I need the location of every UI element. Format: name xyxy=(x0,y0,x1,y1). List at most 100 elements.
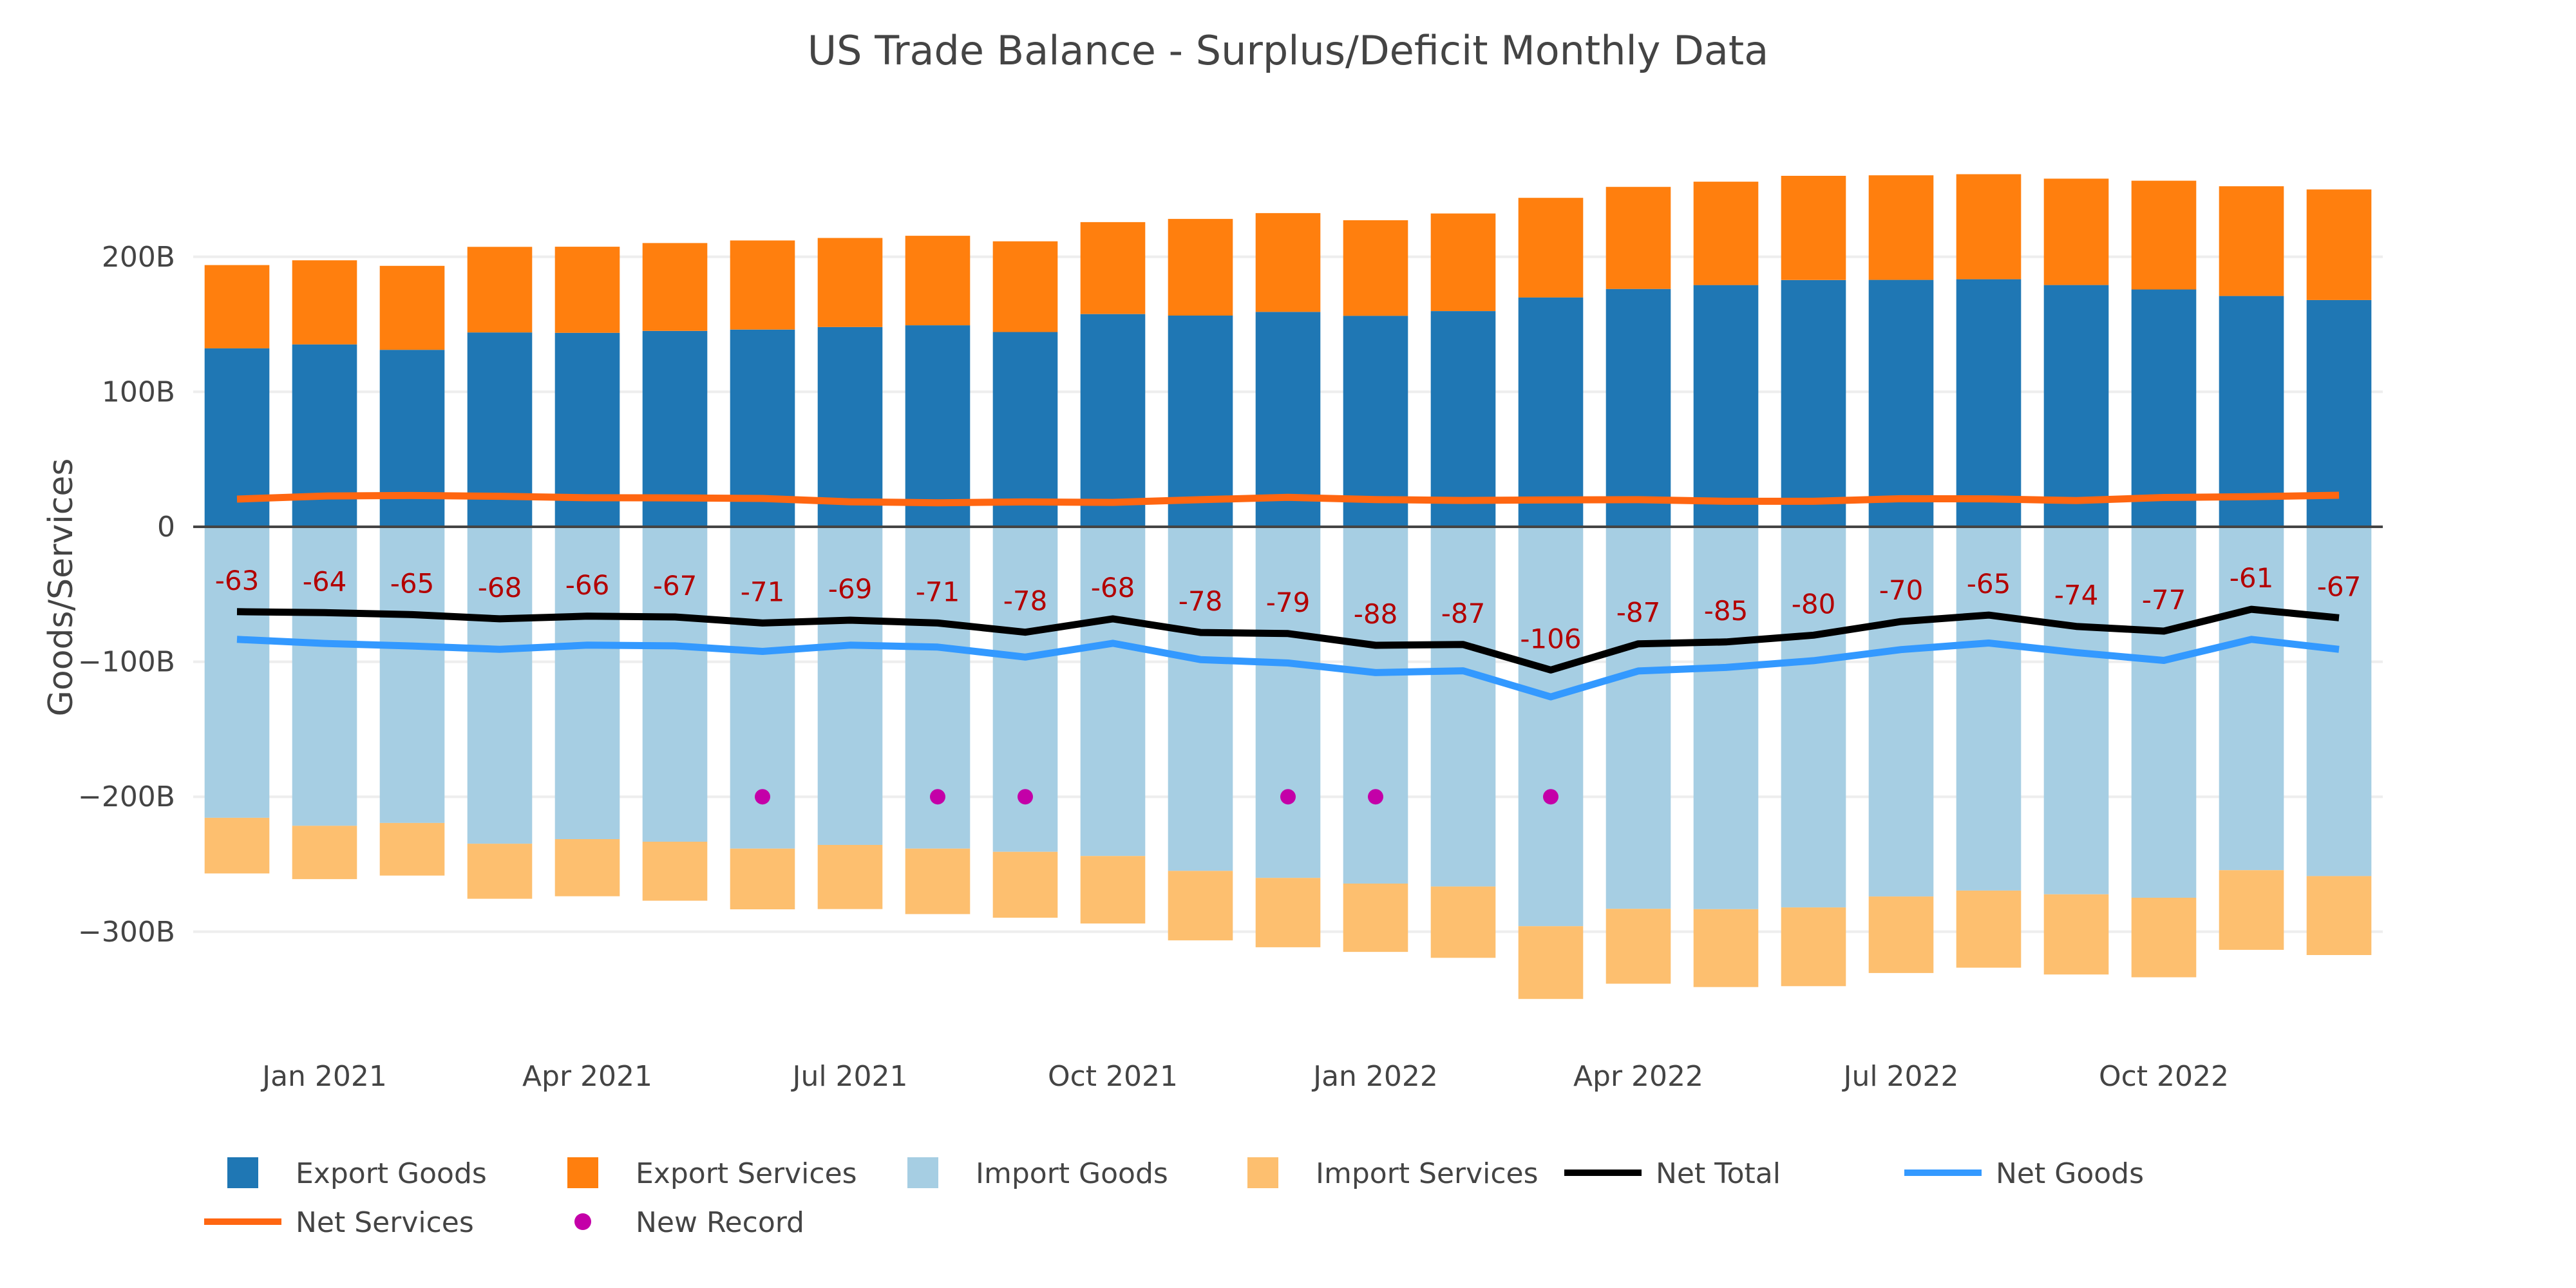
bar-export-goods[interactable] xyxy=(1781,279,1846,527)
line-net-total[interactable] xyxy=(236,605,2340,674)
bar-import-services[interactable] xyxy=(1693,909,1759,987)
bar-import-services[interactable] xyxy=(2306,876,2372,955)
legend-item-net-goods[interactable]: Net Goods xyxy=(1904,1157,2144,1190)
new-record-marker[interactable] xyxy=(1543,789,1558,805)
bar-export-goods[interactable] xyxy=(1868,279,1934,527)
bar-export-goods[interactable] xyxy=(2043,285,2109,527)
bar-import-services[interactable] xyxy=(467,844,533,899)
bar-export-services[interactable] xyxy=(2306,189,2372,300)
legend-item-import-services[interactable]: Import Services xyxy=(1247,1157,1539,1190)
bar-import-goods[interactable] xyxy=(1518,527,1584,927)
bar-import-services[interactable] xyxy=(554,839,620,896)
bar-import-services[interactable] xyxy=(2219,870,2284,950)
bar-import-services[interactable] xyxy=(642,842,708,901)
bar-import-services[interactable] xyxy=(1868,896,1934,973)
bar-import-goods[interactable] xyxy=(2043,527,2109,895)
bar-export-goods[interactable] xyxy=(992,332,1058,527)
bar-export-services[interactable] xyxy=(1168,218,1233,316)
bar-import-services[interactable] xyxy=(1080,856,1146,923)
bar-export-goods[interactable] xyxy=(1168,316,1233,527)
bar-import-services[interactable] xyxy=(1956,890,2022,968)
bar-import-services[interactable] xyxy=(1781,907,1846,987)
bar-export-services[interactable] xyxy=(1868,175,1934,280)
bar-export-goods[interactable] xyxy=(905,325,971,527)
bar-import-goods[interactable] xyxy=(1255,527,1321,878)
bar-import-services[interactable] xyxy=(1605,909,1671,984)
bar-export-goods[interactable] xyxy=(1255,312,1321,527)
bar-import-goods[interactable] xyxy=(1693,527,1759,909)
bar-export-goods[interactable] xyxy=(1343,316,1408,527)
bar-export-services[interactable] xyxy=(2219,186,2284,296)
legend-item-export-services[interactable]: Export Services xyxy=(567,1157,857,1190)
bar-import-services[interactable] xyxy=(992,851,1058,918)
bar-import-goods[interactable] xyxy=(292,527,357,826)
bar-import-services[interactable] xyxy=(1343,884,1408,952)
bar-export-services[interactable] xyxy=(730,240,795,330)
bar-import-services[interactable] xyxy=(2043,894,2109,975)
bar-import-services[interactable] xyxy=(1255,878,1321,947)
bar-import-goods[interactable] xyxy=(817,527,883,845)
bar-export-services[interactable] xyxy=(1430,213,1496,312)
line-net-services[interactable] xyxy=(236,491,2340,507)
bar-export-services[interactable] xyxy=(2043,178,2109,285)
bar-import-services[interactable] xyxy=(292,826,357,880)
bar-export-goods[interactable] xyxy=(1693,285,1759,527)
bar-import-goods[interactable] xyxy=(379,527,445,823)
bar-import-goods[interactable] xyxy=(554,527,620,839)
bar-export-services[interactable] xyxy=(905,236,971,326)
bar-export-services[interactable] xyxy=(292,260,357,345)
bar-import-services[interactable] xyxy=(204,817,270,874)
bar-export-services[interactable] xyxy=(554,247,620,333)
bar-import-goods[interactable] xyxy=(1080,527,1146,857)
bar-import-goods[interactable] xyxy=(1168,527,1233,871)
bar-import-services[interactable] xyxy=(730,848,795,909)
legend[interactable]: Export Goods Export Services Import Goods I… xyxy=(204,1157,2144,1239)
bar-import-goods[interactable] xyxy=(2306,527,2372,876)
bar-import-goods[interactable] xyxy=(1781,527,1846,908)
bar-export-services[interactable] xyxy=(1080,222,1146,314)
bar-import-goods[interactable] xyxy=(642,527,708,842)
bar-import-services[interactable] xyxy=(1518,926,1584,999)
bar-import-services[interactable] xyxy=(905,848,971,914)
bar-export-services[interactable] xyxy=(817,238,883,327)
bar-export-goods[interactable] xyxy=(1518,297,1584,527)
bar-import-services[interactable] xyxy=(1168,871,1233,941)
bar-import-services[interactable] xyxy=(1430,886,1496,958)
bar-export-services[interactable] xyxy=(1693,182,1759,285)
bar-export-goods[interactable] xyxy=(2131,289,2197,527)
legend-item-export-goods[interactable]: Export Goods xyxy=(227,1157,487,1190)
bar-export-services[interactable] xyxy=(467,247,533,333)
bar-import-goods[interactable] xyxy=(1343,527,1408,884)
bar-export-services[interactable] xyxy=(379,265,445,350)
bar-export-goods[interactable] xyxy=(1956,279,2022,527)
bar-import-goods[interactable] xyxy=(204,527,270,818)
bar-import-goods[interactable] xyxy=(1868,527,1934,897)
bar-export-services[interactable] xyxy=(1343,220,1408,316)
bar-export-services[interactable] xyxy=(2131,180,2197,290)
bar-export-services[interactable] xyxy=(1605,187,1671,289)
new-record-marker[interactable] xyxy=(1280,789,1296,805)
line-net-goods[interactable] xyxy=(236,636,2340,701)
legend-item-import-goods[interactable]: Import Goods xyxy=(907,1157,1168,1190)
bar-import-goods[interactable] xyxy=(1605,527,1671,909)
bar-export-goods[interactable] xyxy=(1605,289,1671,527)
legend-item-net-total[interactable]: Net Total xyxy=(1564,1157,1781,1190)
bar-export-services[interactable] xyxy=(1255,213,1321,312)
new-record-marker[interactable] xyxy=(755,789,770,805)
bar-import-services[interactable] xyxy=(2131,898,2197,978)
bar-import-goods[interactable] xyxy=(1956,527,2022,891)
bar-export-goods[interactable] xyxy=(379,350,445,527)
bar-export-services[interactable] xyxy=(992,241,1058,332)
bar-export-services[interactable] xyxy=(1956,174,2022,279)
bar-import-services[interactable] xyxy=(817,845,883,909)
bar-export-services[interactable] xyxy=(204,265,270,348)
bar-export-goods[interactable] xyxy=(2219,296,2284,527)
bar-export-goods[interactable] xyxy=(1080,314,1146,527)
bar-export-goods[interactable] xyxy=(730,329,795,527)
new-record-marker[interactable] xyxy=(930,789,945,805)
bar-export-goods[interactable] xyxy=(1430,311,1496,527)
bar-export-goods[interactable] xyxy=(817,327,883,527)
bar-import-goods[interactable] xyxy=(2131,527,2197,898)
new-record-marker[interactable] xyxy=(1018,789,1033,805)
bar-export-goods[interactable] xyxy=(642,330,708,527)
